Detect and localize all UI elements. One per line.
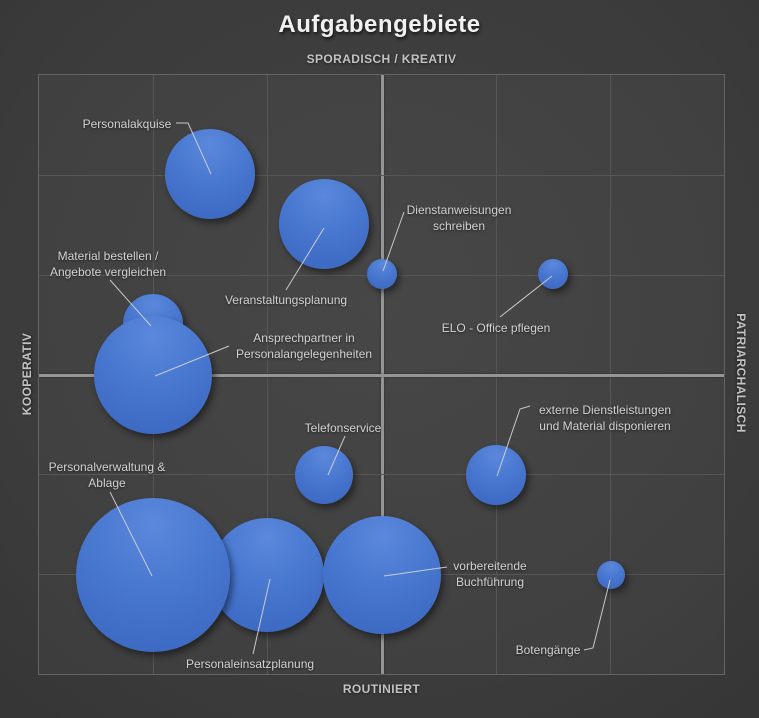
bubble-label-externe-dienstleistungen-und-material-disponieren: externe Dienstleistungen und Material dis… xyxy=(538,403,672,433)
chart-title: Aufgabengebiete xyxy=(278,11,481,38)
bubble-telefonservice[interactable] xyxy=(295,445,354,504)
bubble-personalverwaltung-ablage[interactable] xyxy=(75,497,230,652)
axis-caption-top: SPORADISCH / KREATIV xyxy=(306,52,457,66)
bubble-label-material-bestellen-angebote-vergleichen: Material bestellen / Angebote vergleichen xyxy=(49,249,167,279)
horizontal-axis-line xyxy=(39,373,724,377)
axis-caption-right: PATRIARCHALISCH xyxy=(734,313,748,433)
bubble-label-vorbereitende-buchführung: vorbereitende Buchführung xyxy=(453,559,527,589)
bubble-ansprechpartner-in-personalangelegenheiten[interactable] xyxy=(93,315,212,434)
horizontal-gridline xyxy=(39,174,724,176)
axis-caption-bottom: ROUTINIERT xyxy=(342,682,421,696)
bubble-vorbereitende-buchführung[interactable] xyxy=(322,515,441,634)
bubble-botengänge[interactable] xyxy=(596,560,625,589)
bubble-label-personalakquise: Personalakquise xyxy=(82,117,172,131)
bubble-externe-dienstleistungen-und-material-disponieren[interactable] xyxy=(466,444,526,505)
bubble-label-elo-office-pflegen: ELO - Office pflegen xyxy=(441,321,551,335)
axis-caption-left: KOOPERATIV xyxy=(20,332,34,416)
bubble-label-botengänge: Botengänge xyxy=(515,643,581,657)
bubble-veranstaltungsplanung[interactable] xyxy=(279,179,370,270)
bubble-label-veranstaltungsplanung: Veranstaltungsplanung xyxy=(224,293,348,307)
bubble-label-personalverwaltung-ablage: Personalverwaltung & Ablage xyxy=(48,460,166,490)
bubble-personalakquise[interactable] xyxy=(164,129,255,220)
bubble-label-dienstanweisungen-schreiben: Dienstanweisungen schreiben xyxy=(406,203,512,233)
bubble-label-ansprechpartner-in-personalangelegenheiten: Ansprechpartner in Personalangelegenheite… xyxy=(235,331,373,361)
bubble-label-personaleinsatzplanung: Personaleinsatzplanung xyxy=(185,657,315,671)
bubble-dienstanweisungen-schreiben[interactable] xyxy=(366,259,397,290)
bubble-label-telefonservice: Telefonservice xyxy=(304,421,382,435)
horizontal-gridline xyxy=(39,474,724,476)
